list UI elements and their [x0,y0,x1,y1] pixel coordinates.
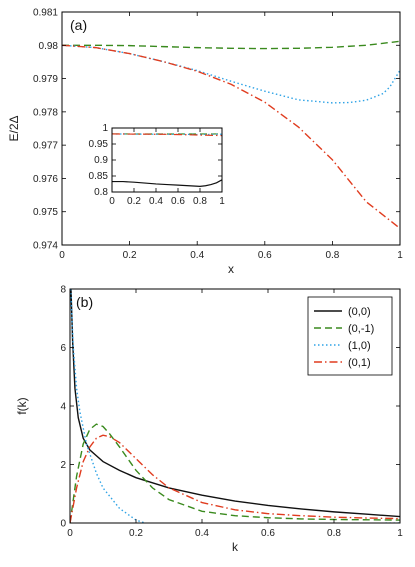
inset-plot: 0 0.2 0.4 0.6 0.8 1 0.8 0.85 0.9 0.95 1 [89,123,226,207]
legend-label: (0,-1) [348,323,374,335]
y-tick-label: 0.978 [33,107,58,118]
inset-background [112,128,222,192]
y-axis-label: E/2Δ [7,115,21,141]
x-tick-label: 0.2 [123,250,137,261]
y-tick-label: 0.976 [33,174,58,185]
panel-label-a: (a) [70,17,87,33]
x-tick-label: 0.6 [261,528,275,539]
series-line-dashdot-2 [62,44,400,229]
y-tick-label: 0.975 [33,207,58,218]
x-axis-label: k [232,540,239,554]
series-line-dashed-0 [62,40,400,50]
x-tick-label: 1 [397,528,403,539]
y-tick-label: 0.979 [33,74,58,85]
y-tick-label: 2 [60,460,66,471]
x-tick-label: 0 [67,528,73,539]
series-line-solid-0 [112,179,222,187]
y-tick-label: 0.9 [94,155,108,166]
x-tick-label: 0.8 [327,528,341,539]
y-tick-label: 4 [60,402,66,413]
x-tick-label: 0.2 [129,528,143,539]
x-tick-label: 0.4 [195,528,209,539]
x-tick-label: 0.2 [127,196,141,207]
panel-b: 0 0.2 0.4 0.6 0.8 1 0 2 4 6 8 (b) k f(k) (0,0) (0,-1) (1… [15,285,403,555]
y-tick-label: 0 [60,519,66,530]
x-tick-label: 0 [59,250,65,261]
x-tick-label: 1 [219,196,225,207]
y-tick-label: 0.95 [89,139,109,150]
y-tick-label: 0.85 [89,171,109,182]
plot-frame [61,11,401,246]
x-tick-label: 0.6 [258,250,272,261]
x-tick-label: 0.8 [193,196,207,207]
y-tick-label: 6 [60,343,66,354]
series-line-00 [70,289,400,518]
series-line-01 [70,434,400,523]
y-tick-label: 0.8 [94,187,108,198]
panel-a: 0 0.2 0.4 0.6 0.8 1 0.974 0.975 0.976 0.977 0.978 0… [7,8,403,277]
x-tick-label: 1 [397,250,403,261]
x-tick-label: 0.8 [325,250,339,261]
x-tick-label: 0 [109,196,115,207]
y-tick-label: 0.98 [39,41,59,52]
series-line-dashdot-3 [112,133,222,137]
x-tick-label: 0.6 [171,196,185,207]
series-line-dotted-1 [62,44,400,104]
panel-label-b: (b) [76,294,93,310]
legend-label: (0,0) [348,306,371,318]
y-axis-label: f(k) [15,397,29,414]
legend-label: (1,0) [348,340,371,352]
y-tick-label: 0.981 [33,8,58,19]
legend: (0,0) (0,-1) (1,0) (0,1) [307,296,393,376]
y-tick-label: 8 [60,285,66,296]
x-tick-label: 0.4 [190,250,204,261]
legend-label: (0,1) [348,357,371,369]
y-tick-label: 0.974 [33,241,58,252]
y-tick-label: 0.977 [33,141,58,152]
x-axis-label: x [228,262,234,276]
x-tick-label: 0.4 [149,196,163,207]
y-tick-label: 1 [102,123,108,134]
